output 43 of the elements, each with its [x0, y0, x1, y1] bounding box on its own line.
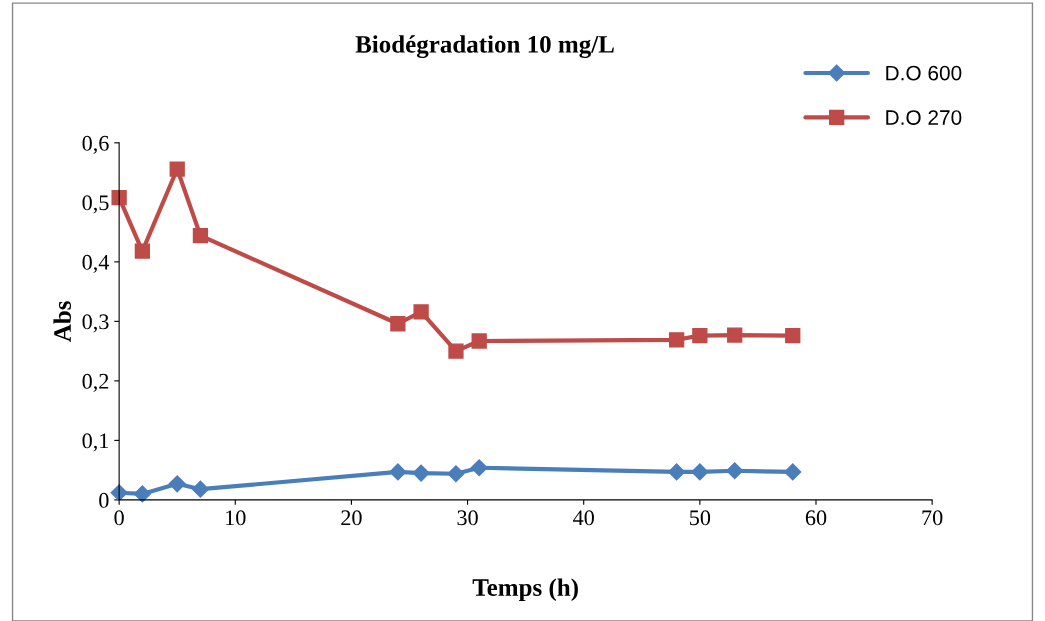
y-tick-label: 0,5	[82, 195, 109, 214]
point	[447, 465, 465, 483]
y-tick-label: 0,2	[82, 373, 109, 393]
x-tick-label: 0	[114, 510, 124, 526]
point	[133, 485, 151, 503]
x-tick-label: 40	[573, 510, 594, 526]
point	[134, 243, 150, 259]
point	[668, 463, 686, 481]
y-tick-label: 0,4	[82, 254, 110, 273]
point	[412, 464, 430, 482]
x-tick-label: 50	[690, 510, 711, 526]
point	[169, 161, 185, 177]
point	[784, 463, 802, 481]
point	[168, 475, 186, 493]
x-tick-label: 60	[805, 510, 827, 526]
y-tick-label: 0	[99, 492, 109, 508]
point	[191, 480, 209, 498]
x-tick-label: 30	[457, 510, 478, 526]
point	[448, 343, 464, 359]
y-tick-label: 0,3	[82, 314, 109, 333]
point	[389, 463, 407, 481]
x-tick-label: 20	[341, 510, 362, 526]
point	[727, 327, 743, 343]
point	[726, 462, 744, 480]
y-axis-title: Abs	[53, 301, 71, 342]
point	[111, 189, 127, 206]
x-tick-label: 10	[226, 510, 246, 526]
point	[691, 463, 709, 481]
point	[192, 228, 209, 244]
point	[668, 332, 685, 348]
point	[470, 459, 488, 477]
point	[390, 316, 406, 332]
chart-title: Biodégradation 10 mg/L	[355, 35, 614, 59]
legend-label: D.O 600	[886, 65, 962, 81]
x-axis-title: Temps (h)	[472, 578, 578, 602]
y-tick-label: 0,1	[82, 433, 109, 452]
point	[413, 304, 429, 320]
point	[692, 328, 708, 344]
legend-label: D.O 270	[886, 110, 962, 125]
x-tick-label: 70	[922, 510, 943, 526]
point	[471, 333, 487, 349]
y-tick-label: 0,6	[82, 135, 109, 154]
point	[785, 328, 801, 344]
